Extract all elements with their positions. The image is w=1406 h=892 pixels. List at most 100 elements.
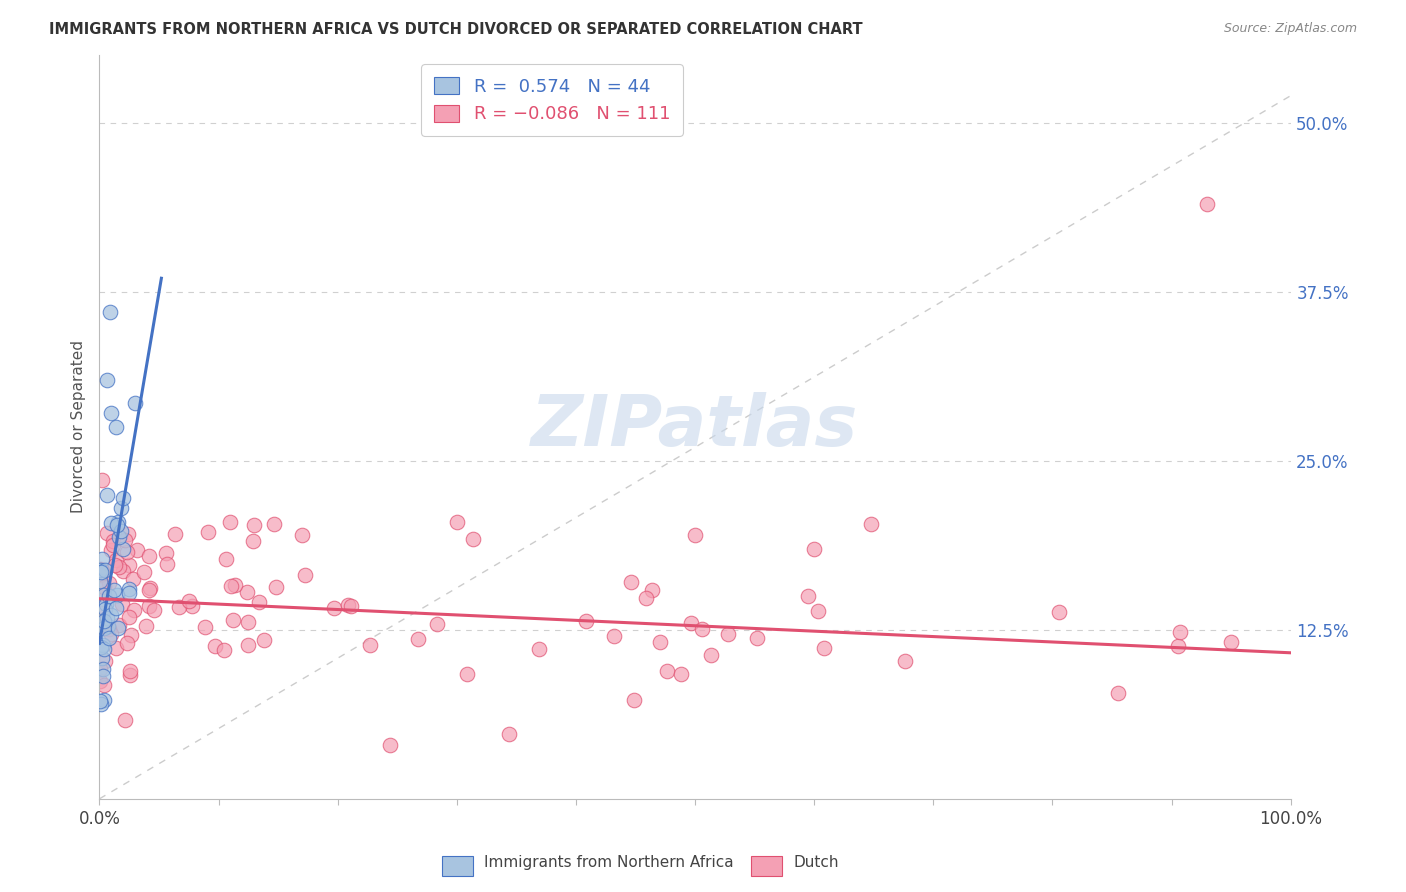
Point xyxy=(623,693,645,707)
Point xyxy=(527,641,550,656)
Point xyxy=(107,515,129,529)
Point xyxy=(359,638,381,652)
Point xyxy=(101,538,124,552)
Point xyxy=(107,617,129,632)
Point xyxy=(112,491,135,505)
Point xyxy=(100,607,122,622)
Point xyxy=(118,582,141,597)
Point xyxy=(690,622,713,636)
Point xyxy=(339,599,361,613)
Point xyxy=(111,564,134,578)
Point xyxy=(118,586,141,600)
Point xyxy=(107,559,129,574)
Point xyxy=(648,635,671,649)
Point xyxy=(893,654,915,668)
Point xyxy=(115,636,138,650)
Point xyxy=(238,638,260,652)
Point xyxy=(93,621,115,635)
Point xyxy=(860,516,883,531)
Point xyxy=(745,631,768,645)
Point xyxy=(91,473,114,487)
Text: IMMIGRANTS FROM NORTHERN AFRICA VS DUTCH DIVORCED OR SEPARATED CORRELATION CHART: IMMIGRANTS FROM NORTHERN AFRICA VS DUTCH… xyxy=(49,22,863,37)
Point xyxy=(406,632,429,646)
Point xyxy=(180,599,202,614)
Point xyxy=(138,599,160,614)
Point xyxy=(93,677,115,691)
Point xyxy=(138,582,160,597)
Point xyxy=(91,669,114,683)
Point xyxy=(463,532,485,546)
Point xyxy=(103,533,125,548)
Point xyxy=(224,578,246,592)
Point xyxy=(98,590,121,604)
Point xyxy=(620,574,643,589)
Point xyxy=(112,541,135,556)
Point xyxy=(107,531,129,545)
Point xyxy=(105,588,128,602)
Point xyxy=(219,515,242,529)
Point xyxy=(96,373,118,387)
Point xyxy=(91,615,114,630)
Point xyxy=(193,620,215,634)
Point xyxy=(94,654,117,668)
Point xyxy=(1047,605,1070,619)
Point xyxy=(105,420,128,434)
Point xyxy=(114,533,136,548)
Point xyxy=(89,574,111,588)
Point xyxy=(803,541,825,556)
Point xyxy=(138,549,160,563)
Point xyxy=(243,518,266,533)
Point xyxy=(603,629,626,643)
Point xyxy=(655,664,678,678)
Text: Immigrants from Northern Africa: Immigrants from Northern Africa xyxy=(484,855,734,870)
Point xyxy=(93,693,115,707)
Point xyxy=(115,545,138,559)
Point xyxy=(89,662,111,676)
Point xyxy=(100,516,122,530)
Point xyxy=(90,587,112,601)
Point xyxy=(96,525,118,540)
Point xyxy=(122,572,145,586)
Point xyxy=(105,601,128,615)
Point xyxy=(105,553,128,567)
Point xyxy=(93,589,115,603)
Point xyxy=(120,628,142,642)
Point xyxy=(90,551,112,566)
Point xyxy=(156,557,179,571)
Point xyxy=(90,565,112,579)
Point xyxy=(681,615,703,630)
Point xyxy=(264,580,287,594)
Point xyxy=(111,598,134,612)
Point xyxy=(91,638,114,652)
Point xyxy=(247,594,270,608)
Point xyxy=(122,603,145,617)
Point xyxy=(124,396,146,410)
Point xyxy=(89,567,111,582)
Point xyxy=(94,597,117,611)
Point xyxy=(1220,635,1243,649)
Point xyxy=(135,619,157,633)
Point xyxy=(96,487,118,501)
Y-axis label: Divorced or Separated: Divorced or Separated xyxy=(72,341,86,514)
Point xyxy=(634,591,657,606)
Point xyxy=(103,582,125,597)
Point xyxy=(114,713,136,727)
Point xyxy=(97,619,120,633)
Point xyxy=(139,581,162,595)
Point xyxy=(89,563,111,577)
Point xyxy=(797,589,820,603)
Point xyxy=(807,604,830,618)
Text: Dutch: Dutch xyxy=(793,855,839,870)
Point xyxy=(118,558,141,573)
Point xyxy=(104,558,127,572)
Point xyxy=(336,599,359,613)
Point xyxy=(212,643,235,657)
Point xyxy=(89,694,111,708)
Point xyxy=(215,552,238,566)
Point xyxy=(291,528,314,542)
Point xyxy=(1107,686,1129,700)
Point xyxy=(1167,639,1189,653)
Point xyxy=(456,667,478,681)
Point xyxy=(238,615,260,630)
Point xyxy=(98,305,121,319)
